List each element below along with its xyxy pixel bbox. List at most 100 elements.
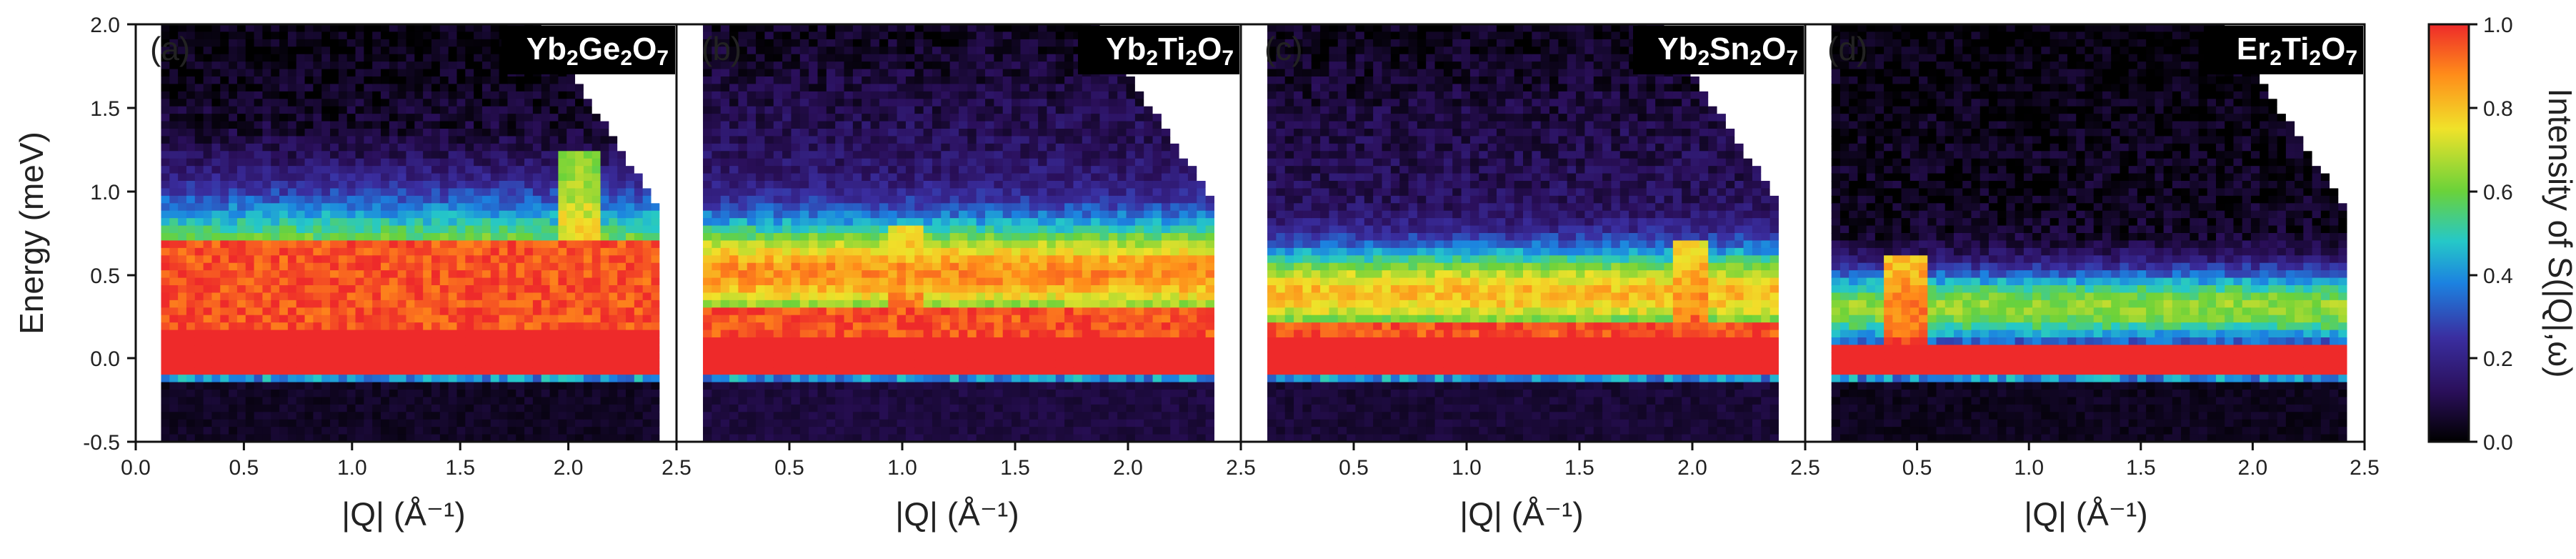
heatmap-cell <box>897 39 907 47</box>
heatmap-cell <box>355 76 364 85</box>
heatmap-cell <box>465 367 474 375</box>
heatmap-cell <box>617 277 626 286</box>
heatmap-cell <box>296 121 306 129</box>
heatmap-cell <box>651 166 660 174</box>
heatmap-cell <box>835 285 845 294</box>
heatmap-cell <box>465 352 474 360</box>
heatmap-cell <box>791 397 801 405</box>
heatmap-cell <box>575 84 584 92</box>
heatmap-cell <box>397 31 407 40</box>
heatmap-cell <box>626 352 635 360</box>
heatmap-cell <box>738 158 748 167</box>
heatmap-cell <box>169 114 179 122</box>
heatmap-cell <box>879 434 889 442</box>
heatmap-cell <box>372 151 381 159</box>
heatmap-cell <box>186 300 196 308</box>
heatmap-cell <box>169 129 179 137</box>
heatmap-cell <box>136 285 145 294</box>
heatmap-cell <box>617 166 626 174</box>
heatmap-cell <box>835 404 845 412</box>
heatmap-cell <box>826 129 836 137</box>
heatmap-cell <box>549 106 559 114</box>
heatmap-cell <box>321 360 331 368</box>
heatmap-cell <box>609 419 618 427</box>
heatmap-cell <box>799 285 809 294</box>
heatmap-cell <box>304 255 314 264</box>
heatmap-cell <box>591 337 601 346</box>
heatmap-cell <box>194 181 204 189</box>
heatmap-cell <box>296 210 306 219</box>
heatmap-cell <box>152 121 162 129</box>
heatmap-cell <box>439 46 449 55</box>
heatmap-cell <box>271 382 280 390</box>
heatmap-cell <box>313 375 322 383</box>
heatmap-cell <box>254 166 264 174</box>
heatmap-cell <box>541 262 551 271</box>
heatmap-cell <box>481 31 491 40</box>
heatmap-cell <box>456 69 466 77</box>
heatmap-cell <box>236 188 246 197</box>
heatmap-cell <box>609 151 618 159</box>
heatmap-cell <box>659 240 669 249</box>
heatmap-cell <box>799 69 809 77</box>
heatmap-cell <box>600 292 609 301</box>
heatmap-cell <box>355 106 364 114</box>
heatmap-cell <box>712 255 722 264</box>
heatmap-cell <box>747 225 757 234</box>
heatmap-cell <box>355 352 364 360</box>
heatmap-cell <box>634 427 644 435</box>
heatmap-cell <box>729 76 739 85</box>
heatmap-cell <box>439 158 449 167</box>
heatmap-cell <box>862 262 872 271</box>
heatmap-cell <box>372 91 381 99</box>
heatmap-cell <box>809 84 819 92</box>
heatmap-cell <box>364 307 373 316</box>
heatmap-cell <box>583 151 593 159</box>
heatmap-cell <box>685 419 695 427</box>
heatmap-cell <box>782 158 792 167</box>
heatmap-cell <box>245 203 255 212</box>
heatmap-cell <box>852 218 862 227</box>
heatmap-cell <box>262 143 271 152</box>
heatmap-cell <box>583 76 593 85</box>
heatmap-cell <box>870 412 880 420</box>
heatmap-cell <box>389 84 399 92</box>
heatmap-cell <box>764 375 774 383</box>
heatmap-cell <box>465 76 474 85</box>
heatmap-cell <box>642 203 652 212</box>
heatmap-cell <box>651 247 660 256</box>
heatmap-cell <box>773 307 783 316</box>
heatmap-cell <box>747 31 757 40</box>
heatmap-cell <box>659 225 669 234</box>
heatmap-cell <box>372 143 381 152</box>
heatmap-cell <box>782 225 792 234</box>
heatmap-cell <box>694 330 704 338</box>
heatmap-cell <box>583 218 593 227</box>
heatmap-cell <box>524 419 534 427</box>
heatmap-cell <box>685 315 695 323</box>
heatmap-cell <box>431 390 441 398</box>
heatmap-cell <box>575 218 584 227</box>
heatmap-cell <box>220 345 229 353</box>
heatmap-cell <box>668 330 677 338</box>
heatmap-cell <box>313 218 322 227</box>
heatmap-cell <box>888 46 898 55</box>
heatmap-cell <box>879 412 889 420</box>
heatmap-cell <box>835 330 845 338</box>
heatmap-cell <box>490 292 500 301</box>
heatmap-cell <box>835 300 845 308</box>
heatmap-cell <box>254 136 264 144</box>
heatmap-cell <box>826 375 836 383</box>
heatmap-cell <box>456 419 466 427</box>
heatmap-cell <box>773 419 783 427</box>
heatmap-cell <box>423 307 432 316</box>
heatmap-cell <box>279 210 289 219</box>
heatmap-cell <box>575 255 584 264</box>
heatmap-cell <box>262 322 271 331</box>
heatmap-cell <box>389 173 399 182</box>
heatmap-cell <box>888 188 898 197</box>
heatmap-cell <box>245 427 255 435</box>
heatmap-cell <box>659 76 669 85</box>
heatmap-cell <box>414 285 424 294</box>
heatmap-cell <box>321 76 331 85</box>
